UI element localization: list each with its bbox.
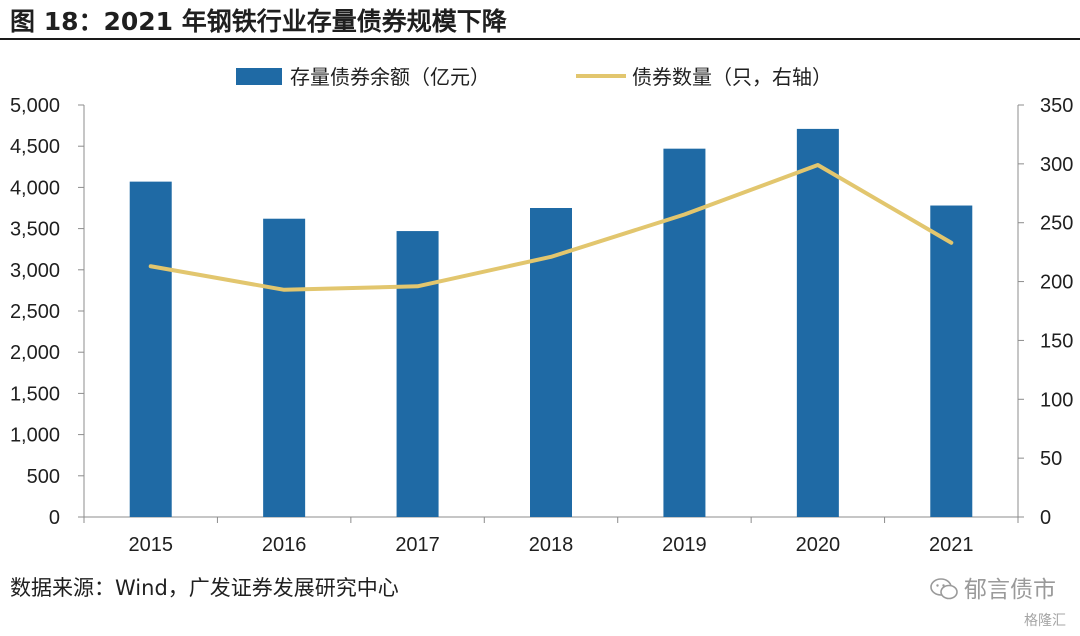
y-left-tick-label: 2,500: [10, 301, 60, 323]
line-series: [148, 163, 954, 292]
wechat-icon: [930, 578, 958, 600]
y-left-tick-label: 4,500: [10, 136, 60, 158]
watermark: 郁言债市: [930, 570, 1056, 604]
y-right-tick-label: 50: [1040, 448, 1062, 470]
bars: [129, 128, 973, 517]
y-right-tick-labels: 0 50 100 150 200 250 300 350: [1040, 95, 1073, 529]
y-right-tick-label: 350: [1040, 95, 1073, 117]
legend-label-bar: 存量债券余额（亿元）: [290, 65, 490, 89]
line-point-2019: [683, 213, 685, 215]
x-tick-label: 2016: [262, 534, 307, 556]
bar-2016: [263, 218, 306, 517]
title-bar: 图 18：2021 年钢铁行业存量债券规模下降: [0, 0, 1080, 40]
watermark-subtext: 格隆汇: [1024, 613, 1066, 629]
chart: 存量债券余额（亿元） 债券数量（只，右轴） 2015 2016 2017 2018 20…: [10, 65, 1073, 556]
figure-title: 图 18：2021 年钢铁行业存量债券规模下降: [10, 7, 507, 36]
y-right-tick-label: 150: [1040, 330, 1073, 352]
y-right-tick-label: 200: [1040, 272, 1073, 294]
bar-2019: [663, 148, 706, 517]
line-point-2020: [817, 164, 819, 166]
y-left-tick-label: 3,500: [10, 219, 60, 241]
bar-2015: [129, 181, 172, 517]
y-left-tick-label: 2,000: [10, 342, 60, 364]
source-note: 数据来源：Wind，广发证券发展研究中心: [10, 576, 399, 600]
x-tick-label: 2018: [529, 534, 574, 556]
legend-label-line: 债券数量（只，右轴）: [632, 65, 832, 89]
line-point-2015: [150, 265, 152, 267]
y-left-tick-label: 4,000: [10, 177, 60, 199]
y-right-tick-label: 250: [1040, 213, 1073, 235]
line-point-2018: [550, 256, 552, 258]
line-point-2021: [950, 242, 952, 244]
y-left-tick-label: 0: [49, 507, 60, 529]
legend-swatch-bar: [236, 68, 282, 85]
bar-2020: [796, 128, 839, 517]
y-left-tick-label: 1,000: [10, 425, 60, 447]
bar-2017: [396, 231, 439, 517]
chart-legend: 存量债券余额（亿元） 债券数量（只，右轴）: [236, 65, 832, 89]
x-tick-label: 2017: [395, 534, 440, 556]
x-tick-label: 2019: [662, 534, 707, 556]
x-tick-label: 2015: [128, 534, 173, 556]
watermark-text: 郁言债市: [964, 577, 1056, 603]
y-right-tick-label: 100: [1040, 389, 1073, 411]
y-left-tick-label: 3,000: [10, 260, 60, 282]
x-tick-labels: 2015 2016 2017 2018 2019 2020 2021: [128, 534, 973, 556]
y-right-tick-label: 300: [1040, 154, 1073, 176]
bar-2021: [930, 205, 973, 517]
x-tick-label: 2020: [796, 534, 841, 556]
line-point-2017: [417, 285, 419, 287]
y-left-tick-label: 1,500: [10, 383, 60, 405]
bar-2018: [530, 208, 572, 517]
title-rule: [0, 38, 1080, 40]
y-right-tick-label: 0: [1040, 507, 1051, 529]
y-left-tick-labels: 0 500 1,000 1,500 2,000 2,500 3,000 3,500 4,000 4…: [10, 95, 60, 529]
x-tick-label: 2021: [929, 534, 974, 556]
y-left-tick-label: 5,000: [10, 95, 60, 117]
y-left-tick-label: 500: [27, 466, 60, 488]
line-point-2016: [283, 289, 285, 291]
